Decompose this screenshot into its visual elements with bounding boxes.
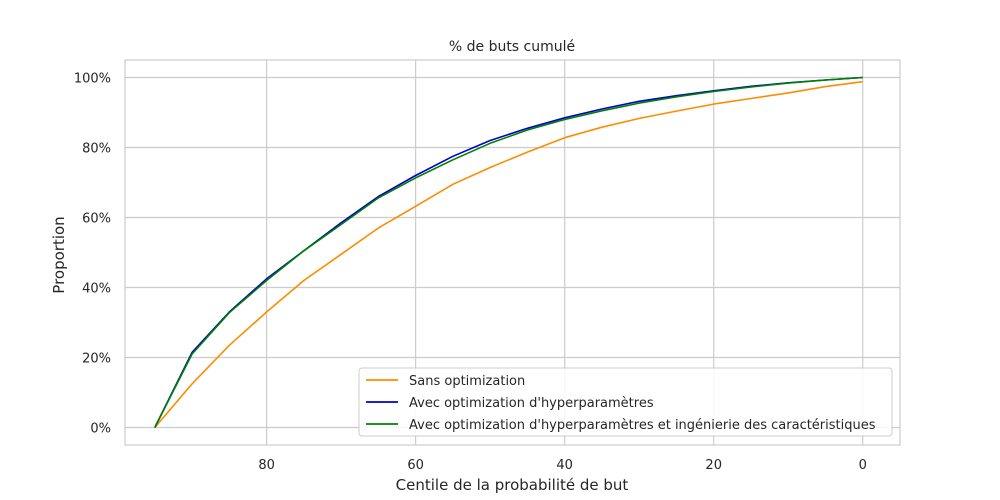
y-tick-label: 40%	[82, 282, 111, 297]
series-line-1	[154, 80, 863, 429]
y-axis-label: Proportion	[50, 216, 68, 293]
series-line-3	[154, 76, 863, 428]
y-tick-label: 60%	[82, 212, 111, 227]
x-tick-label: 60	[407, 458, 424, 473]
y-tick-label: 80%	[82, 142, 111, 157]
legend: Sans optimization Avec optimization d'hyp…	[358, 367, 893, 437]
x-tick-label: 20	[705, 458, 722, 473]
legend-box	[358, 367, 893, 437]
chart-title: % de buts cumulé	[449, 39, 575, 55]
x-tick-label: 80	[258, 458, 275, 473]
series-lines	[154, 76, 863, 429]
legend-label-1: Sans optimization	[409, 374, 525, 389]
y-tick-label: 100%	[74, 72, 111, 87]
y-tick-label: 20%	[82, 352, 111, 367]
legend-label-2: Avec optimization d'hyperparamètres	[409, 396, 654, 411]
x-axis-label: Centile de la probabilité de but	[396, 476, 629, 494]
legend-label-3: Avec optimization d'hyperparamètres et i…	[409, 418, 876, 433]
x-tick-label: 0	[859, 458, 867, 473]
y-tick-labels: 0% 20% 40% 60% 80% 100%	[74, 72, 111, 437]
y-tick-label: 0%	[90, 422, 111, 437]
x-tick-label: 40	[556, 458, 573, 473]
x-tick-labels: 80 60 40 20 0	[258, 458, 867, 473]
